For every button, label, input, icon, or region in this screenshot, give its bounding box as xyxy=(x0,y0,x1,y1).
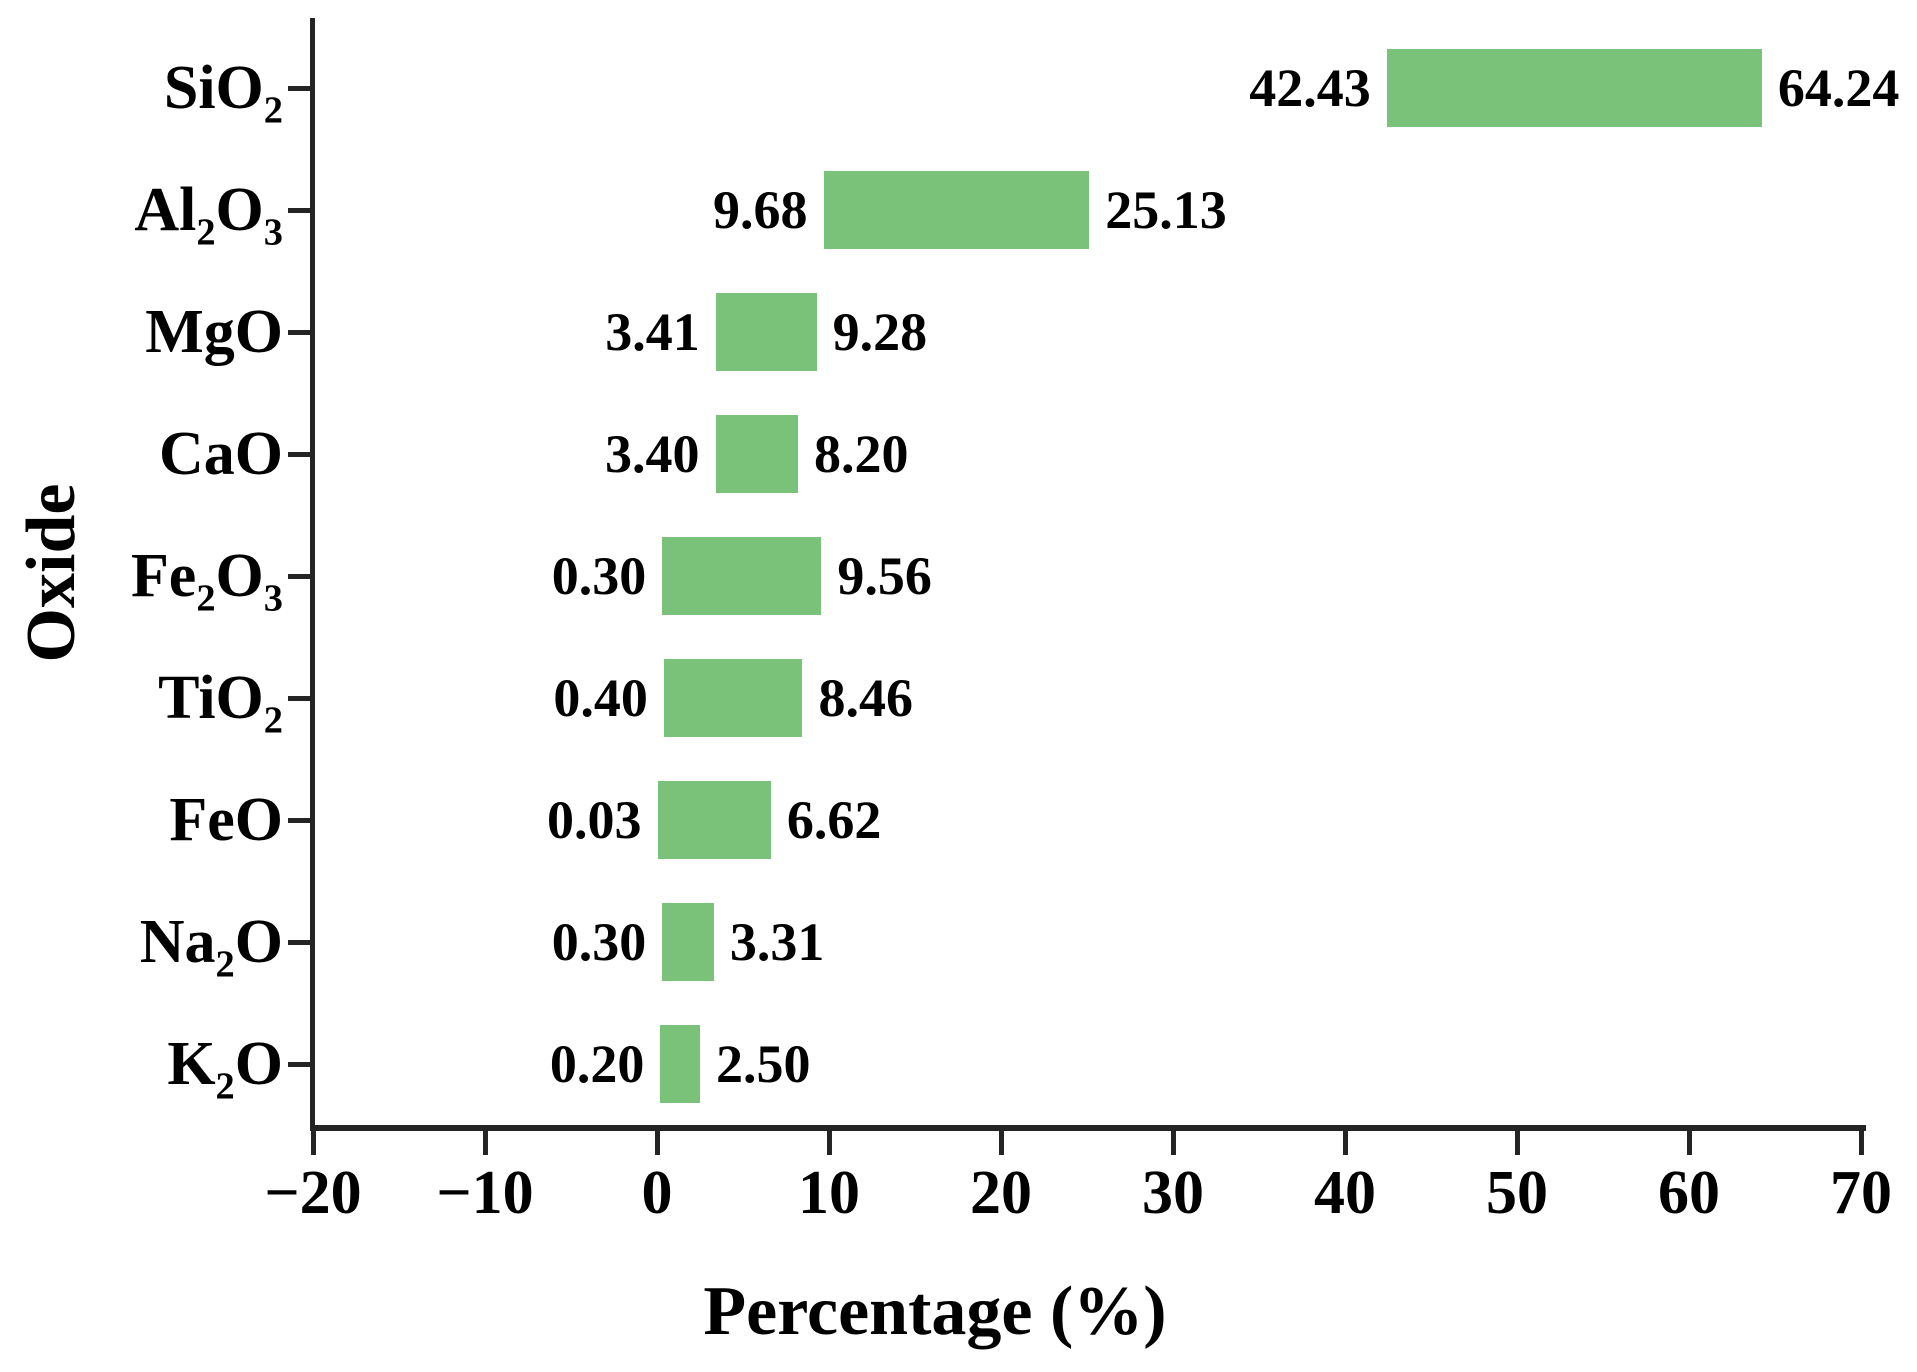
range-bar-sio2 xyxy=(1386,49,1762,127)
bar-max-value: 3.31 xyxy=(729,912,825,972)
bar-min-value: 3.40 xyxy=(605,424,700,484)
y-tick-mark xyxy=(288,329,310,335)
category-label-mgo: MgO xyxy=(145,298,283,366)
x-tick-label: 10 xyxy=(798,1159,860,1227)
category-label-feo: FeO xyxy=(169,786,283,854)
bar-max-value: 9.56 xyxy=(837,546,932,606)
bar-max-value: 9.28 xyxy=(832,302,928,362)
x-tick-mark xyxy=(310,1131,316,1155)
bar-max-value: 6.62 xyxy=(786,790,882,850)
x-axis-line xyxy=(310,1125,1866,1131)
bar-min-value: 9.68 xyxy=(713,180,808,240)
bar-min-value: 0.30 xyxy=(551,912,647,972)
bar-min-value: 0.40 xyxy=(553,668,648,728)
category-label-cao: CaO xyxy=(159,420,283,488)
y-tick-mark xyxy=(288,817,310,823)
category-label-fe2o3: Fe2O3 xyxy=(130,542,283,620)
category-label-tio2: TiO2 xyxy=(158,664,283,742)
bar-min-value: 3.41 xyxy=(605,302,700,362)
x-tick-label: −20 xyxy=(264,1159,362,1227)
range-bar-al2o3 xyxy=(823,171,1090,249)
x-tick-label: 30 xyxy=(1142,1159,1204,1227)
x-tick-mark xyxy=(1858,1131,1864,1155)
y-tick-mark xyxy=(288,573,310,579)
x-tick-mark xyxy=(1514,1131,1520,1155)
x-tick-label: 60 xyxy=(1658,1159,1720,1227)
y-tick-mark xyxy=(288,207,310,213)
x-tick-mark xyxy=(1170,1131,1176,1155)
range-bar-na2o xyxy=(662,903,714,981)
x-tick-mark xyxy=(1342,1131,1348,1155)
x-tick-mark xyxy=(826,1131,832,1155)
range-bar-cao xyxy=(715,415,799,493)
y-axis-spine xyxy=(310,18,315,1131)
y-tick-mark xyxy=(288,695,310,701)
x-tick-label: 0 xyxy=(641,1159,673,1227)
x-tick-label: −10 xyxy=(436,1159,534,1227)
x-tick-mark xyxy=(998,1131,1004,1155)
bar-max-value: 2.50 xyxy=(716,1034,811,1094)
x-tick-mark xyxy=(1686,1131,1692,1155)
bar-min-value: 42.43 xyxy=(1249,58,1371,118)
category-label-k2o: K2O xyxy=(167,1030,283,1108)
x-tick-label: 40 xyxy=(1314,1159,1376,1227)
x-tick-label: 50 xyxy=(1486,1159,1548,1227)
y-tick-mark xyxy=(288,939,310,945)
x-axis-title: Percentage (%) xyxy=(703,1273,1167,1350)
bar-min-value: 0.30 xyxy=(551,546,647,606)
category-label-sio2: SiO2 xyxy=(163,54,283,132)
bar-max-value: 25.13 xyxy=(1105,180,1227,240)
bar-max-value: 8.46 xyxy=(818,668,914,728)
bar-min-value: 0.03 xyxy=(547,790,642,850)
category-label-na2o: Na2O xyxy=(139,908,283,986)
range-bar-tio2 xyxy=(663,659,803,737)
x-tick-label: 70 xyxy=(1830,1159,1892,1227)
range-bar-mgo xyxy=(715,293,817,371)
range-bar-feo xyxy=(657,781,771,859)
x-tick-mark xyxy=(482,1131,488,1155)
y-tick-mark xyxy=(288,451,310,457)
y-axis-title: Oxide xyxy=(13,483,90,663)
category-label-al2o3: Al2O3 xyxy=(134,176,283,254)
range-bar-k2o xyxy=(660,1025,700,1103)
y-tick-mark xyxy=(288,85,310,91)
bar-min-value: 0.20 xyxy=(549,1034,645,1094)
x-tick-mark xyxy=(654,1131,660,1155)
bar-max-value: 64.24 xyxy=(1777,58,1900,118)
range-bar-fe2o3 xyxy=(662,537,822,615)
y-tick-mark xyxy=(288,1061,310,1067)
x-tick-label: 20 xyxy=(970,1159,1032,1227)
bar-max-value: 8.20 xyxy=(814,424,909,484)
